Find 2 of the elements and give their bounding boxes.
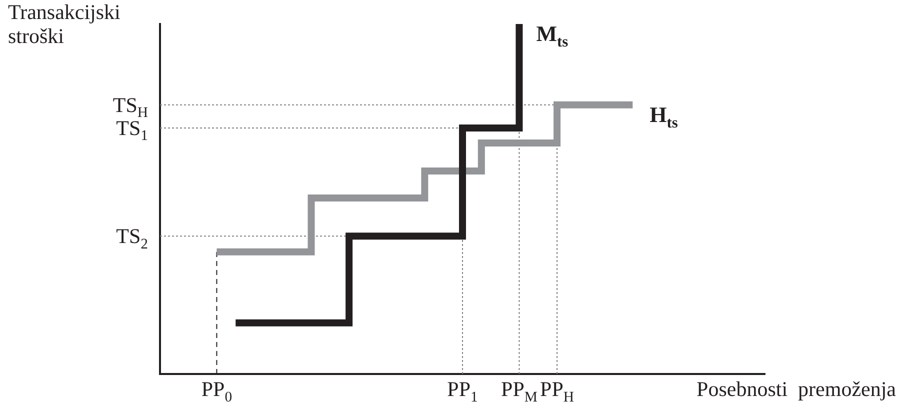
- y-axis-title: Transakcijski stroški: [8, 0, 121, 48]
- x-axis-title: Posebnosti premoženja: [696, 377, 897, 401]
